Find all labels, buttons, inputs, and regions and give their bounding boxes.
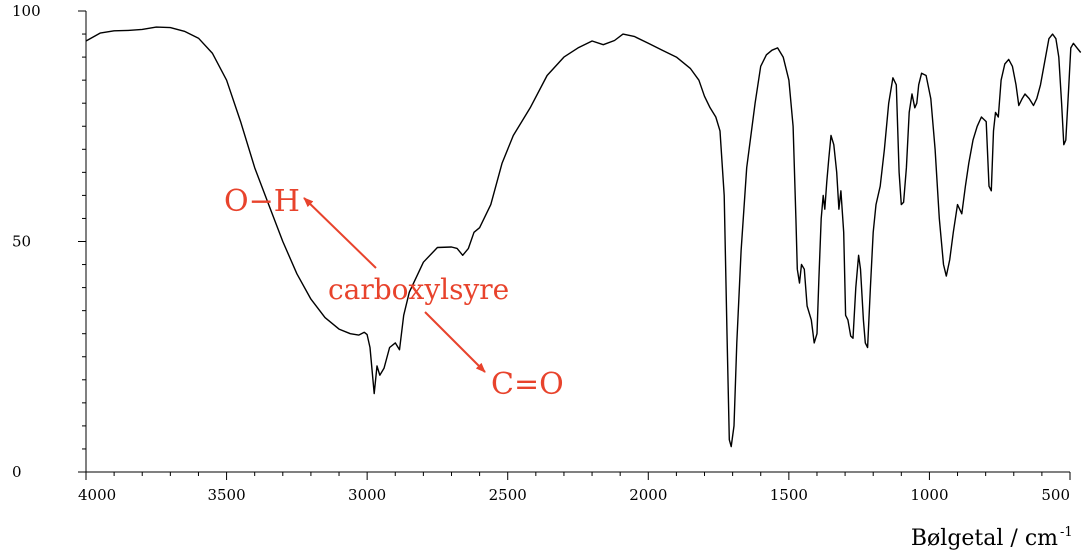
spectrum-series-line [85,26,1082,448]
x-tick-label: 2500 [489,486,527,504]
y-tick-label: 0 [12,463,22,481]
annotation-carboxylsyre: carboxylsyre [328,273,509,306]
plot-frame [85,11,1070,473]
y-tick-label: 100 [12,2,41,20]
x-tick-label: 2000 [629,486,667,504]
y-axis-ticks: 0 50 100 [12,2,86,481]
x-tick-label: 4000 [78,486,116,504]
annotation-co: C=O [491,367,564,402]
x-tick-label: 3000 [348,486,386,504]
annotations: O−H carboxylsyre C=O [224,184,564,402]
x-axis-label: Bølgetal / cm [911,526,1058,551]
x-axis-label-text: Bølgetal / cm [911,526,1058,551]
x-tick-label: 1500 [770,486,808,504]
x-axis-label-superscript: -1 [1060,525,1073,540]
x-tick-label: 500 [1041,486,1070,504]
arrow-to-oh [303,197,377,269]
y-tick-label: 50 [12,233,31,251]
arrow-to-co [424,311,486,373]
x-tick-label: 1000 [910,486,948,504]
x-tick-label: 3500 [207,486,245,504]
annotation-oh: O−H [224,184,300,219]
x-axis-ticks: 4000 3500 3000 2500 2000 1500 1000 500 [78,472,1071,504]
